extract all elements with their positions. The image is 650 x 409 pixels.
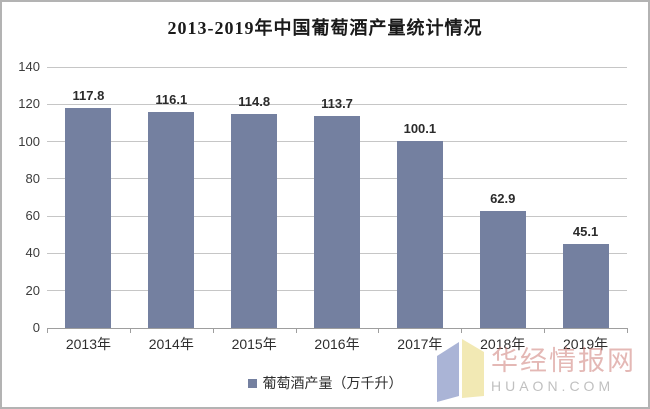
bar-value-label: 100.1: [403, 121, 437, 137]
x-ticks-layer: [47, 67, 628, 333]
y-tick-label: 60: [25, 208, 40, 224]
y-tick-label: 120: [18, 96, 40, 112]
x-axis-tick: [129, 328, 131, 333]
bars-layer: 117.8 116.1 114.8 113.7 100.1 62.9 45.1: [47, 67, 627, 328]
gridline: [47, 66, 627, 68]
x-tick-label: 2014年: [148, 336, 194, 352]
bar-column: 62.9: [461, 67, 544, 328]
legend: 葡萄酒产量（万千升）: [2, 373, 648, 393]
x-tick-label: 2016年: [314, 336, 360, 352]
legend-label: 葡萄酒产量（万千升）: [262, 375, 403, 391]
bar-value-label: 116.1: [155, 91, 188, 107]
x-tick-label: 2018年: [480, 336, 526, 352]
bar-2013年: [65, 108, 112, 328]
bar-column: 116.1: [130, 67, 213, 328]
y-tick-label: 20: [25, 282, 40, 298]
bar-2017年: [396, 141, 443, 328]
gridline: [47, 103, 627, 105]
bar-value-label: 114.8: [238, 93, 271, 109]
x-axis: 2013年 2014年 2015年 2016年 2017年 2018年 2019年: [47, 334, 627, 354]
bar-value-label: 45.1: [572, 223, 599, 239]
y-axis: 0 20 40 60 80 100 120 140: [2, 59, 40, 335]
x-axis-tick: [544, 328, 546, 333]
bar-column: 100.1: [378, 67, 461, 328]
bar-2015年: [231, 113, 278, 328]
x-axis-tick: [295, 328, 297, 333]
legend-marker-icon: [247, 378, 257, 388]
y-tick-label: 140: [18, 59, 40, 74]
bar-column: 114.8: [213, 67, 296, 328]
x-axis-tick: [461, 328, 463, 333]
bar-column: 117.8: [47, 67, 130, 328]
y-tick-label: 0: [32, 320, 40, 335]
bar-value-label: 113.7: [321, 96, 353, 112]
y-tick-label: 100: [18, 133, 40, 149]
bar-2019年: [562, 243, 609, 328]
x-tick-label: 2015年: [231, 336, 277, 352]
x-tick-label: 2019年: [563, 336, 609, 352]
bar-value-label: 62.9: [490, 190, 516, 206]
bar-column: 45.1: [544, 67, 627, 328]
x-axis-tick: [378, 328, 380, 333]
y-tick-label: 80: [25, 170, 40, 186]
bar-column: 113.7: [296, 67, 379, 328]
bar-2018年: [479, 210, 526, 328]
x-axis-tick: [627, 328, 628, 333]
x-axis-tick: [47, 328, 48, 333]
x-axis-baseline: [47, 327, 627, 329]
x-tick-label: 2013年: [65, 336, 111, 352]
plot-area: 117.8 116.1 114.8 113.7 100.1 62.9 45.1: [47, 66, 628, 333]
y-tick-label: 40: [25, 245, 40, 261]
chart-title: 2013-2019年中国葡萄酒产量统计情况: [167, 18, 483, 38]
x-tick-label: 2017年: [397, 336, 443, 352]
bar-2014年: [148, 111, 195, 328]
bar-value-label: 117.8: [72, 88, 105, 104]
x-axis-tick: [212, 328, 214, 333]
bar-2016年: [314, 116, 360, 328]
